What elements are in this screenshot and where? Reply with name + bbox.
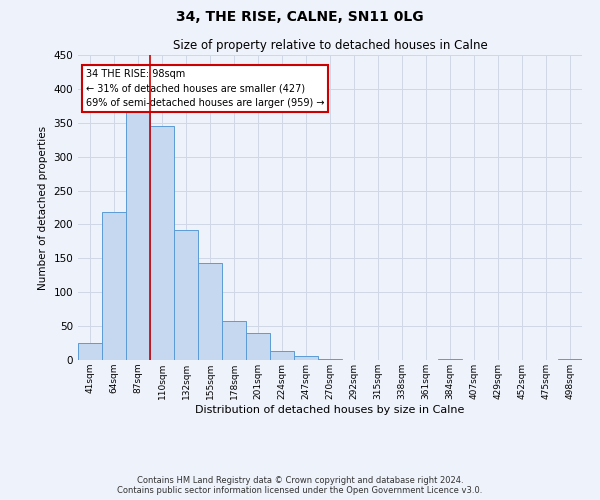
Bar xyxy=(270,350,294,360)
Bar xyxy=(126,106,150,360)
Bar xyxy=(102,212,126,360)
Title: Size of property relative to detached houses in Calne: Size of property relative to detached ho… xyxy=(173,40,487,52)
Bar xyxy=(294,356,318,360)
Text: 34 THE RISE: 98sqm
← 31% of detached houses are smaller (427)
69% of semi-detach: 34 THE RISE: 98sqm ← 31% of detached hou… xyxy=(86,68,324,108)
Bar xyxy=(318,358,342,360)
X-axis label: Distribution of detached houses by size in Calne: Distribution of detached houses by size … xyxy=(196,404,464,414)
Bar xyxy=(222,322,246,360)
Y-axis label: Number of detached properties: Number of detached properties xyxy=(38,126,48,290)
Text: Contains HM Land Registry data © Crown copyright and database right 2024.
Contai: Contains HM Land Registry data © Crown c… xyxy=(118,476,482,495)
Text: 34, THE RISE, CALNE, SN11 0LG: 34, THE RISE, CALNE, SN11 0LG xyxy=(176,10,424,24)
Bar xyxy=(78,343,102,360)
Bar xyxy=(150,126,174,360)
Bar xyxy=(246,333,270,360)
Bar xyxy=(558,358,582,360)
Bar xyxy=(174,230,198,360)
Bar xyxy=(198,263,222,360)
